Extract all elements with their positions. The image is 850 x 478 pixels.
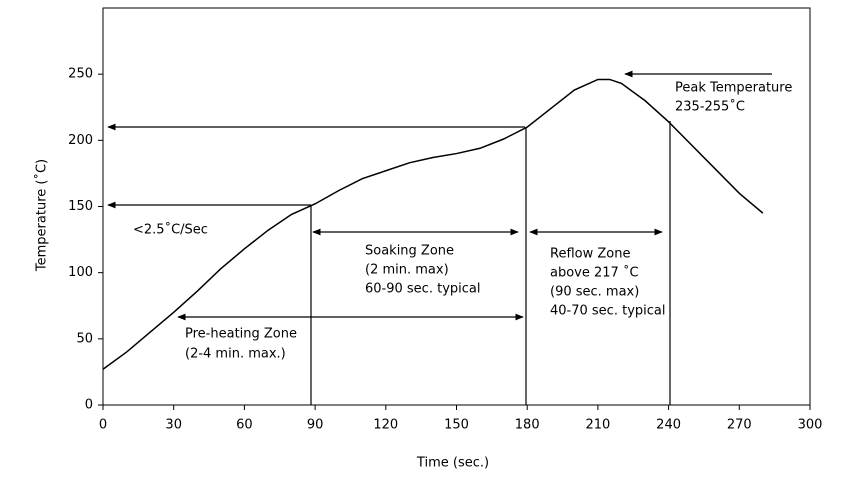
x-tick-label: 270 — [727, 418, 752, 433]
y-tick-label: 100 — [68, 265, 93, 280]
annotation: Pre-heating Zone — [185, 327, 297, 342]
annotation: (2-4 min. max.) — [185, 347, 286, 362]
x-tick-label: 60 — [236, 418, 253, 433]
annotation: (2 min. max) — [365, 263, 449, 278]
x-tick-label: 240 — [656, 418, 681, 433]
x-tick-label: 120 — [373, 418, 398, 433]
x-tick-label: 300 — [798, 418, 823, 433]
annotation: Peak Temperature — [675, 81, 792, 96]
annotation: (90 sec. max) — [550, 285, 639, 300]
x-tick-label: 150 — [444, 418, 469, 433]
x-tick-label: 210 — [585, 418, 610, 433]
annotation: 235-255˚C — [675, 99, 745, 115]
annotation: Soaking Zone — [365, 244, 454, 259]
x-tick-label: 0 — [99, 418, 107, 433]
x-axis-label: Time (sec.) — [416, 456, 489, 471]
x-tick-label: 30 — [165, 418, 182, 433]
y-axis-label: Temperature (˚C) — [34, 159, 50, 272]
y-tick-label: 200 — [68, 133, 93, 148]
annotation: 40-70 sec. typical — [550, 304, 665, 319]
x-tick-label: 180 — [515, 418, 540, 433]
temperature-curve — [102, 78, 764, 370]
y-tick-label: 250 — [68, 67, 93, 82]
y-tick-label: 0 — [85, 398, 93, 413]
y-tick-label: 150 — [68, 199, 93, 214]
annotation: <2.5˚C/Sec — [133, 222, 208, 238]
y-tick-label: 50 — [76, 331, 93, 346]
annotation: above 217 ˚C — [550, 265, 639, 281]
x-tick-label: 90 — [307, 418, 324, 433]
plot-frame — [102, 7, 811, 406]
annotation: 60-90 sec. typical — [365, 282, 480, 297]
annotation: Reflow Zone — [550, 247, 630, 262]
annotation-lines — [107, 70, 772, 405]
